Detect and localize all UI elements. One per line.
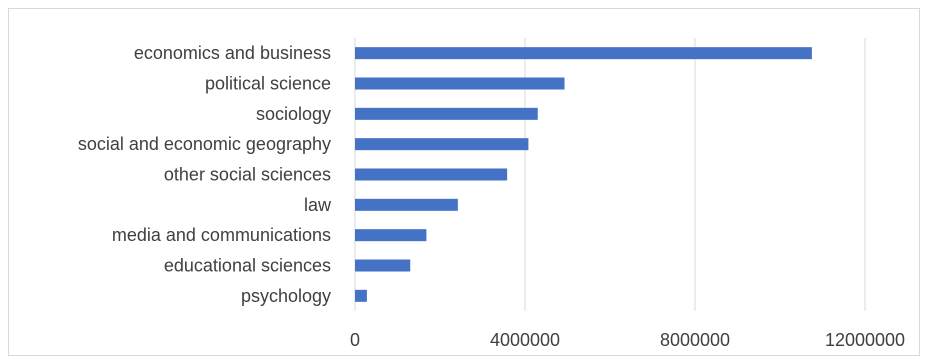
- category-label: psychology: [241, 286, 331, 306]
- bar: [355, 138, 529, 151]
- category-label: sociology: [256, 104, 331, 124]
- category-label: social and economic geography: [78, 134, 331, 154]
- category-label: other social sciences: [164, 165, 331, 185]
- bar: [355, 198, 458, 211]
- category-labels: economics and business political science s…: [78, 43, 332, 306]
- x-tick-label: 0: [350, 330, 360, 350]
- category-label: economics and business: [134, 43, 331, 63]
- bar: [355, 289, 367, 302]
- category-label: media and communications: [112, 225, 331, 245]
- x-tick-label: 8000000: [660, 330, 730, 350]
- bar: [355, 259, 411, 272]
- bar: [355, 47, 812, 60]
- category-label: law: [304, 195, 332, 215]
- bars: [355, 47, 812, 302]
- bar: [355, 107, 538, 120]
- chart-area: [8, 8, 920, 356]
- bar: [355, 229, 427, 242]
- x-tick-label: 12000000: [825, 330, 905, 350]
- bar: [355, 168, 508, 181]
- x-tick-label: 4000000: [490, 330, 560, 350]
- category-label: educational sciences: [164, 256, 331, 276]
- x-tick-labels: 0 4000000 8000000 12000000: [350, 330, 905, 350]
- bar: [355, 77, 565, 90]
- category-label: political science: [205, 74, 331, 94]
